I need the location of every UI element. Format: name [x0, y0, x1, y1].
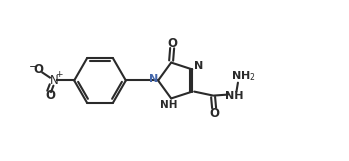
Text: +: + — [55, 70, 63, 79]
Text: O: O — [46, 89, 56, 102]
Text: O: O — [209, 107, 219, 120]
Text: −: − — [29, 62, 38, 72]
Text: NH: NH — [225, 91, 244, 101]
Text: NH$_2$: NH$_2$ — [231, 69, 255, 83]
Text: N: N — [149, 74, 158, 84]
Text: NH: NH — [160, 100, 177, 110]
Text: O: O — [167, 37, 177, 50]
Text: N: N — [194, 62, 203, 71]
Text: O: O — [34, 63, 43, 76]
Text: $\mathrm{N}$: $\mathrm{N}$ — [49, 74, 58, 87]
